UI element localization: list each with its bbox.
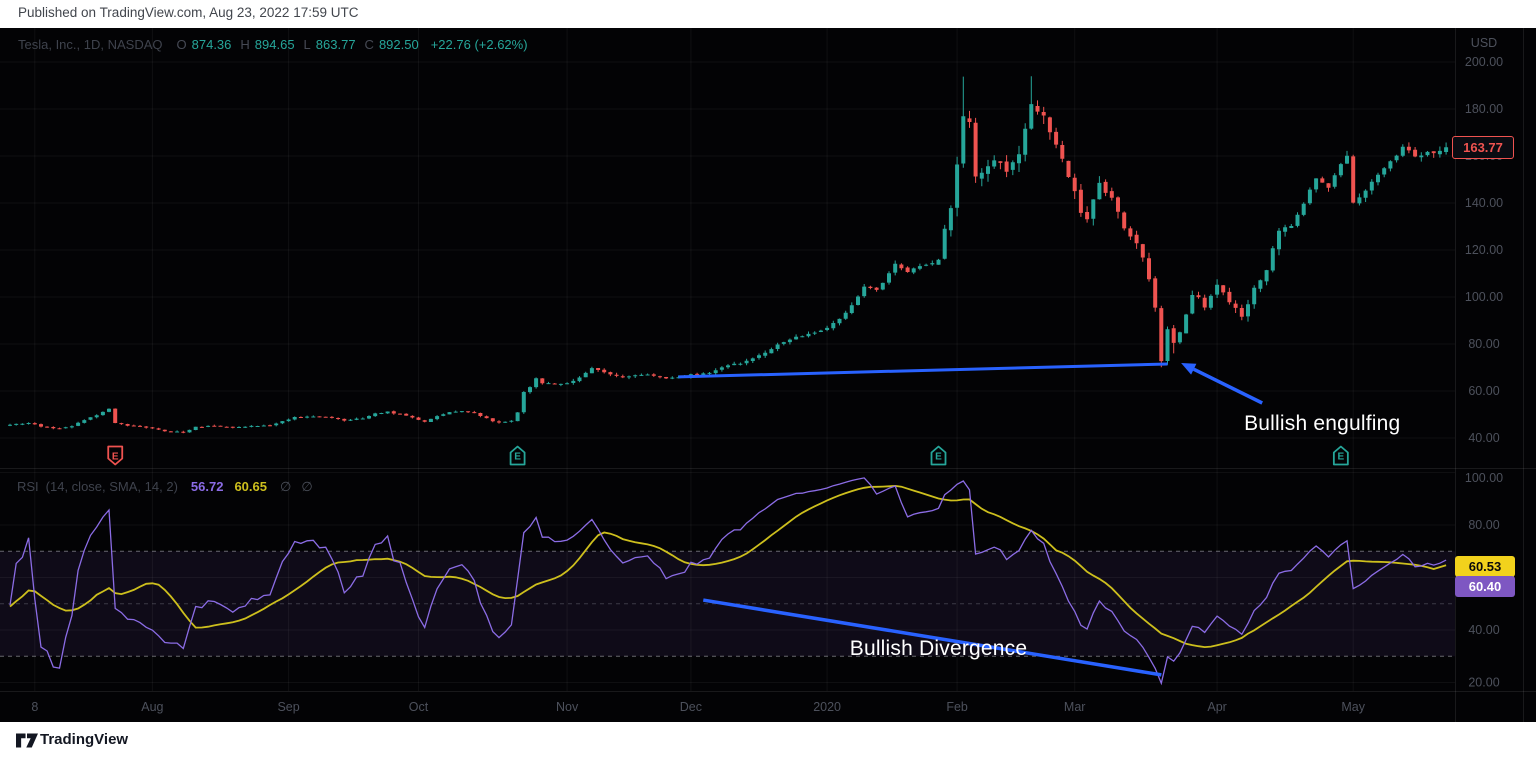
rsi-axis-label[interactable]: 60.40 bbox=[1455, 576, 1515, 597]
footer-bar: TradingView bbox=[0, 722, 1536, 759]
low-prefix: L bbox=[303, 37, 311, 52]
svg-text:200.00: 200.00 bbox=[1465, 55, 1503, 69]
svg-text:120.00: 120.00 bbox=[1465, 243, 1503, 257]
open-prefix: O bbox=[176, 37, 187, 52]
tradingview-logo-icon[interactable] bbox=[16, 732, 38, 749]
published-bar: Published on TradingView.com, Aug 23, 20… bbox=[0, 0, 1536, 28]
svg-text:80.00: 80.00 bbox=[1468, 518, 1499, 532]
svg-text:8: 8 bbox=[31, 700, 38, 714]
rsi-ma-current-value: 60.65 bbox=[234, 479, 267, 494]
rsi-line bbox=[9, 477, 1447, 686]
earnings-badge[interactable]: E bbox=[930, 445, 947, 466]
svg-text:100.00: 100.00 bbox=[1465, 471, 1503, 485]
svg-text:180.00: 180.00 bbox=[1465, 102, 1503, 116]
svg-text:Nov: Nov bbox=[556, 700, 579, 714]
bullish-engulfing-arrow[interactable] bbox=[1181, 363, 1263, 405]
tradingview-wordmark[interactable]: TradingView bbox=[40, 731, 129, 748]
svg-text:E: E bbox=[514, 452, 521, 463]
svg-text:40.00: 40.00 bbox=[1468, 431, 1499, 445]
bullish-divergence-annotation[interactable]: Bullish Divergence bbox=[849, 636, 1028, 660]
svg-text:May: May bbox=[1341, 700, 1365, 714]
svg-text:Apr: Apr bbox=[1207, 700, 1226, 714]
published-text: Published on TradingView.com, Aug 23, 20… bbox=[18, 5, 359, 20]
rsi-pane-legend: RSI (14, close, SMA, 14, 2) 56.72 60.65 … bbox=[17, 479, 318, 495]
svg-text:Sep: Sep bbox=[277, 700, 299, 714]
empty-set-icon: ∅ bbox=[301, 479, 313, 494]
svg-text:E: E bbox=[935, 452, 942, 463]
rsi-ma-axis-label[interactable]: 60.53 bbox=[1455, 556, 1515, 577]
svg-text:USD: USD bbox=[1471, 36, 1497, 50]
rsi-params: (14, close, SMA, 14, 2) bbox=[45, 479, 178, 494]
low-value: 863.77 bbox=[315, 37, 356, 52]
svg-text:Oct: Oct bbox=[409, 700, 429, 714]
open-value: 874.36 bbox=[191, 37, 232, 52]
svg-text:80.00: 80.00 bbox=[1468, 337, 1499, 351]
axis-labels[interactable]: USD200.00180.00160.00140.00120.00100.008… bbox=[31, 36, 1503, 714]
close-value: 892.50 bbox=[378, 37, 419, 52]
rsi-current-value: 56.72 bbox=[190, 479, 224, 494]
symbol-description[interactable]: Tesla, Inc., 1D, NASDAQ bbox=[18, 37, 163, 52]
svg-text:Mar: Mar bbox=[1064, 700, 1086, 714]
bullish-engulfing-annotation[interactable]: Bullish engulfing bbox=[1244, 411, 1401, 435]
change-value: +22.76 (+2.62%) bbox=[430, 37, 528, 52]
svg-text:E: E bbox=[112, 452, 119, 463]
earnings-badge[interactable]: E bbox=[509, 445, 526, 466]
rsi-ma-line bbox=[9, 484, 1447, 649]
svg-text:2020: 2020 bbox=[813, 700, 841, 714]
rsi-divergence-line[interactable] bbox=[702, 598, 1162, 677]
svg-text:Feb: Feb bbox=[946, 700, 968, 714]
svg-text:E: E bbox=[1338, 452, 1345, 463]
rsi-level-lines bbox=[0, 550, 1455, 657]
svg-text:60.00: 60.00 bbox=[1468, 384, 1499, 398]
earnings-badge[interactable]: E bbox=[1332, 445, 1349, 466]
svg-text:100.00: 100.00 bbox=[1465, 290, 1503, 304]
price-trendline[interactable] bbox=[678, 362, 1168, 379]
earnings-badge[interactable]: E bbox=[107, 445, 124, 466]
candlestick-series bbox=[8, 76, 1449, 434]
empty-set-icon: ∅ bbox=[280, 479, 292, 494]
price-pane-legend: Tesla, Inc., 1D, NASDAQ O 874.36 H 894.6… bbox=[18, 37, 528, 52]
high-value: 894.65 bbox=[254, 37, 295, 52]
svg-text:Dec: Dec bbox=[680, 700, 702, 714]
svg-text:40.00: 40.00 bbox=[1468, 623, 1499, 637]
rsi-title[interactable]: RSI bbox=[17, 479, 39, 494]
close-prefix: C bbox=[364, 37, 374, 52]
high-prefix: H bbox=[240, 37, 250, 52]
last-price-label[interactable]: 163.77 bbox=[1452, 136, 1514, 159]
svg-text:140.00: 140.00 bbox=[1465, 196, 1503, 210]
svg-text:20.00: 20.00 bbox=[1468, 676, 1499, 690]
svg-text:Aug: Aug bbox=[141, 700, 163, 714]
